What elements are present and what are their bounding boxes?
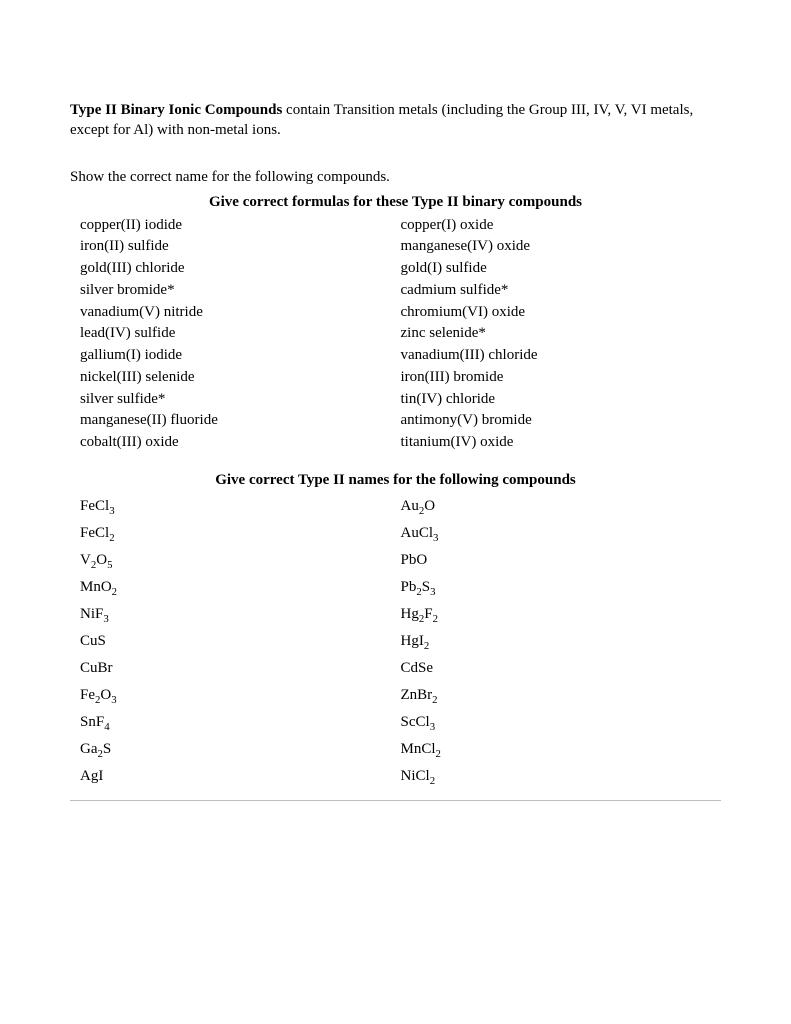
compound-item: iron(II) sulfide	[80, 236, 401, 258]
formula-item: SnF4	[80, 709, 401, 736]
compound-item: cadmium sulfide*	[401, 280, 722, 302]
compound-item: gallium(I) iodide	[80, 345, 401, 367]
intro-paragraph: Type II Binary Ionic Compounds contain T…	[70, 100, 721, 141]
bottom-divider	[70, 800, 721, 801]
section1-right-col: copper(I) oxidemanganese(IV) oxidegold(I…	[401, 215, 722, 454]
formula-item: Au2O	[401, 493, 722, 520]
formula-item: AuCl3	[401, 520, 722, 547]
formula-item: V2O5	[80, 547, 401, 574]
formula-item: CuS	[80, 628, 401, 655]
formula-item: NiCl2	[401, 763, 722, 790]
compound-item: manganese(II) fluoride	[80, 410, 401, 432]
compound-item: gold(III) chloride	[80, 258, 401, 280]
compound-item: vanadium(V) nitride	[80, 302, 401, 324]
section2-right-col: Au2OAuCl3PbOPb2S3Hg2F2HgI2CdSeZnBr2ScCl3…	[401, 493, 722, 790]
formula-item: MnCl2	[401, 736, 722, 763]
compound-item: copper(I) oxide	[401, 215, 722, 237]
formula-item: NiF3	[80, 601, 401, 628]
formula-item: Ga2S	[80, 736, 401, 763]
compound-item: gold(I) sulfide	[401, 258, 722, 280]
compound-item: lead(IV) sulfide	[80, 323, 401, 345]
compound-item: zinc selenide*	[401, 323, 722, 345]
formula-item: Hg2F2	[401, 601, 722, 628]
formula-item: Fe2O3	[80, 682, 401, 709]
formula-item: Pb2S3	[401, 574, 722, 601]
formula-item: CuBr	[80, 655, 401, 682]
compound-item: nickel(III) selenide	[80, 367, 401, 389]
formula-item: MnO2	[80, 574, 401, 601]
compound-item: silver sulfide*	[80, 389, 401, 411]
section1-title: Give correct formulas for these Type II …	[70, 194, 721, 211]
compound-item: silver bromide*	[80, 280, 401, 302]
compound-item: vanadium(III) chloride	[401, 345, 722, 367]
compound-item: copper(II) iodide	[80, 215, 401, 237]
formula-item: ScCl3	[401, 709, 722, 736]
formula-item: ZnBr2	[401, 682, 722, 709]
section2-title: Give correct Type II names for the follo…	[70, 472, 721, 489]
formula-item: AgI	[80, 763, 401, 790]
section1-left-col: copper(II) iodideiron(II) sulfidegold(II…	[80, 215, 401, 454]
compound-item: manganese(IV) oxide	[401, 236, 722, 258]
section2-columns: FeCl3FeCl2V2O5MnO2NiF3CuSCuBrFe2O3SnF4Ga…	[80, 493, 721, 790]
compound-item: antimony(V) bromide	[401, 410, 722, 432]
formula-item: HgI2	[401, 628, 722, 655]
compound-item: chromium(VI) oxide	[401, 302, 722, 324]
intro-bold-lead: Type II Binary Ionic Compounds	[70, 102, 282, 118]
compound-item: tin(IV) chloride	[401, 389, 722, 411]
compound-item: titanium(IV) oxide	[401, 432, 722, 454]
formula-item: FeCl3	[80, 493, 401, 520]
formula-item: CdSe	[401, 655, 722, 682]
compound-item: cobalt(III) oxide	[80, 432, 401, 454]
formula-item: PbO	[401, 547, 722, 574]
compound-item: iron(III) bromide	[401, 367, 722, 389]
section1-columns: copper(II) iodideiron(II) sulfidegold(II…	[80, 215, 721, 454]
formula-item: FeCl2	[80, 520, 401, 547]
instruction-line: Show the correct name for the following …	[70, 169, 721, 186]
section2-left-col: FeCl3FeCl2V2O5MnO2NiF3CuSCuBrFe2O3SnF4Ga…	[80, 493, 401, 790]
